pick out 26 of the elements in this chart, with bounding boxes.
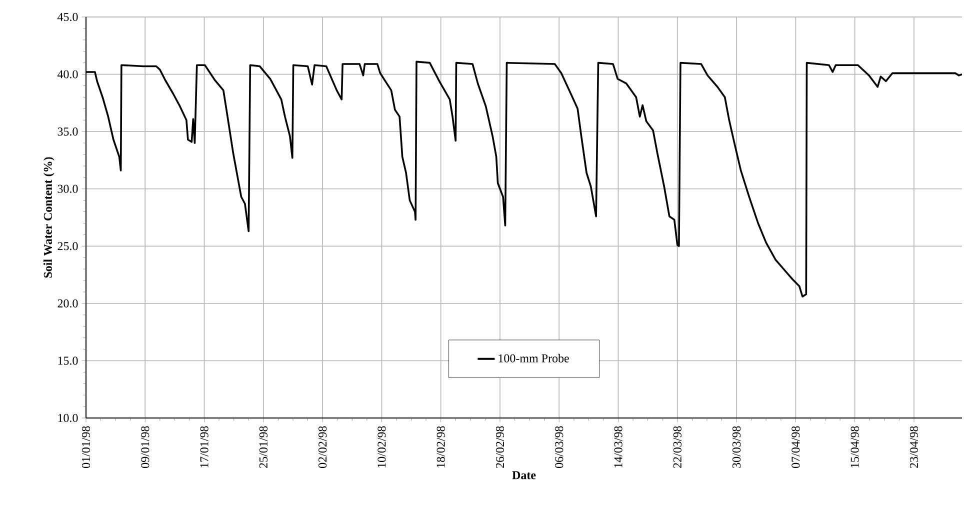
x-tick-label: 17/01/98 [200, 426, 208, 468]
x-tick-label: 26/02/98 [496, 426, 504, 468]
y-tick-label: 45.0 [57, 12, 78, 22]
y-tick-label: 15.0 [58, 356, 78, 365]
x-tick-label: 06/03/98 [555, 426, 564, 468]
x-tick-label: 15/04/98 [850, 426, 859, 468]
x-tick-label: 10/02/98 [378, 426, 386, 468]
x-tick-label: 01/01/98 [82, 426, 90, 468]
x-tick-label: 30/03/98 [732, 426, 741, 468]
x-tick-label: 02/02/98 [318, 426, 327, 468]
legend-label: 100-mm Probe [498, 354, 569, 362]
y-tick-label: 20.0 [58, 299, 78, 308]
x-tick-label: 09/01/98 [141, 426, 150, 468]
y-tick-label: 35.0 [58, 127, 78, 136]
y-tick-label: 30.0 [58, 184, 78, 193]
x-tick-label: 25/01/98 [259, 426, 268, 468]
x-tick-label: 07/04/98 [792, 426, 800, 468]
x-tick-label: 22/03/98 [673, 426, 682, 468]
y-tick-label: 25.0 [58, 242, 78, 250]
x-tick-label: 14/03/98 [614, 426, 622, 468]
x-tick-label: 18/02/98 [436, 426, 445, 468]
y-axis-title: Soil Water Content (%) [44, 157, 54, 278]
y-tick-label: 10.0 [58, 414, 78, 422]
x-tick-label: 23/04/98 [910, 426, 918, 468]
y-tick-label: 40.0 [57, 70, 78, 78]
x-axis-title: Date [512, 471, 536, 480]
